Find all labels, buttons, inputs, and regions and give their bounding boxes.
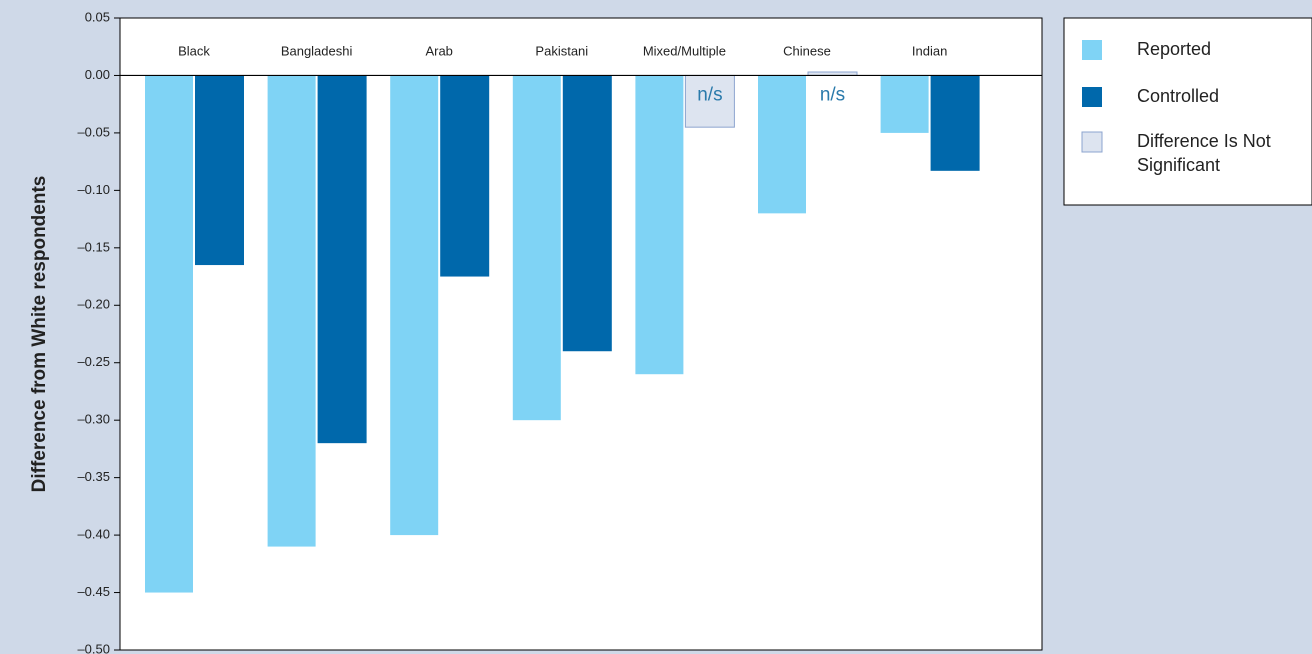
category-label: Pakistani bbox=[535, 43, 588, 58]
bar bbox=[635, 75, 684, 375]
category-label: Black bbox=[178, 43, 210, 58]
category-label: Mixed/Multiple bbox=[643, 43, 726, 58]
legend-label: Difference Is Not Significant bbox=[1137, 131, 1271, 175]
legend-box bbox=[1063, 17, 1312, 206]
category-label: Arab bbox=[425, 43, 452, 58]
bar bbox=[880, 75, 929, 133]
bar bbox=[195, 75, 244, 266]
bar bbox=[145, 75, 193, 593]
y-tick-label: 0.05 bbox=[85, 9, 110, 24]
value-label: n/s bbox=[697, 84, 722, 105]
y-tick-label: –0.30 bbox=[77, 412, 110, 427]
y-axis-label: Difference from White respondents bbox=[29, 176, 50, 493]
y-tick-label: 0.00 bbox=[85, 67, 110, 82]
value-label: n/s bbox=[820, 84, 845, 105]
bar bbox=[390, 75, 439, 536]
category-label: Indian bbox=[912, 43, 947, 58]
bar bbox=[758, 75, 806, 214]
legend-swatch bbox=[1081, 131, 1103, 153]
legend-swatch bbox=[1082, 40, 1102, 60]
bar bbox=[562, 75, 612, 352]
y-tick-label: –0.10 bbox=[77, 182, 110, 197]
y-tick-label: –0.45 bbox=[77, 584, 110, 599]
category-label: Bangladeshi bbox=[281, 43, 353, 58]
y-tick-label: –0.20 bbox=[77, 297, 110, 312]
y-tick-label: –0.50 bbox=[77, 641, 110, 654]
bar bbox=[440, 75, 490, 277]
y-tick-label: –0.05 bbox=[77, 124, 110, 139]
legend-label: Controlled bbox=[1137, 86, 1219, 106]
y-tick-label: –0.35 bbox=[77, 469, 110, 484]
y-tick-label: –0.15 bbox=[77, 239, 110, 254]
bar bbox=[267, 75, 316, 547]
y-tick-label: –0.25 bbox=[77, 354, 110, 369]
legend-label: Reported bbox=[1137, 39, 1211, 59]
y-tick-label: –0.40 bbox=[77, 527, 110, 542]
not-significant-bar bbox=[684, 74, 735, 128]
bar bbox=[317, 75, 367, 444]
category-label: Chinese bbox=[783, 43, 831, 58]
bar bbox=[512, 75, 561, 421]
bar bbox=[930, 75, 980, 171]
legend-swatch bbox=[1082, 87, 1102, 107]
